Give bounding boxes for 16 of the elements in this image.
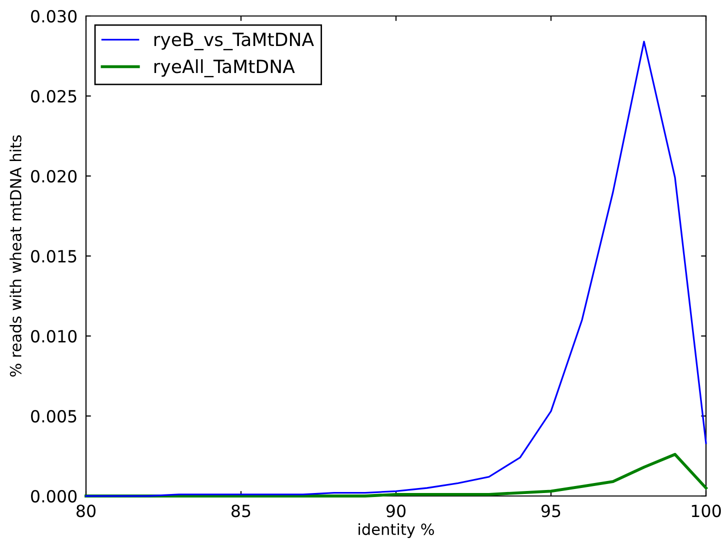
y-tick-label: 0.025 [31,90,76,103]
y-tick-label: 0.015 [31,250,76,263]
x-tick-label: 95 [541,504,560,518]
y-tick-label: 0.020 [31,170,77,183]
y-tick-label: 0.000 [31,490,77,503]
legend-label: ryeB_vs_TaMtDNA [154,32,314,50]
y-axis-title: % reads with wheat mtDNA hits [10,135,22,377]
x-tick-label: 85 [232,504,250,518]
y-tick-label: 0.010 [31,330,77,343]
x-axis-title: identity % [358,523,434,538]
y-tick-label: 0.005 [31,410,76,423]
y-tick-label: 0.030 [31,10,77,23]
x-tick-label: 100 [692,504,721,518]
x-tick-label: 90 [386,504,406,518]
x-tick-label: 80 [76,504,96,518]
legend-label: ryeAll_TaMtDNA [154,59,295,78]
